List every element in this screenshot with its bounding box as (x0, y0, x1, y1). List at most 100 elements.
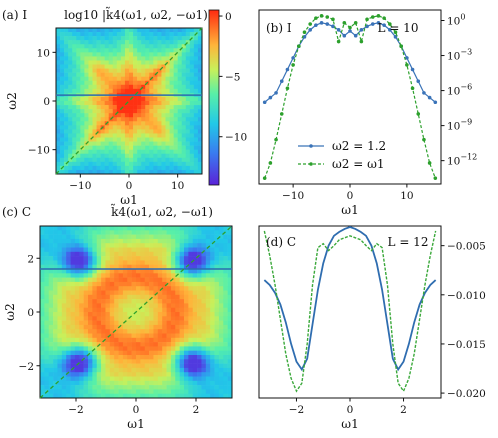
heatmap-cell (218, 260, 224, 265)
heatmap-cell (162, 355, 167, 360)
heatmap-cell (153, 40, 158, 45)
heatmap-cell (66, 264, 71, 270)
heatmap-cell (161, 28, 166, 33)
heatmap-cell (80, 80, 85, 86)
heatmap-cell (133, 117, 138, 122)
heatmap-cell (189, 149, 195, 155)
heatmap-cell (131, 320, 137, 326)
heatmap-cell (153, 117, 158, 122)
heatmap-cell (201, 264, 207, 270)
heatmap-cell (179, 393, 185, 399)
heatmap-cell (101, 307, 106, 313)
heatmap-cell (105, 273, 111, 278)
heatmap-cell (153, 145, 158, 150)
heatmap-cell (53, 281, 58, 287)
heatmap-cell (179, 299, 185, 304)
heatmap-cell (116, 60, 122, 65)
heatmap-cell (60, 133, 65, 138)
heatmap-cell (116, 157, 122, 163)
heatmap-cell (227, 273, 233, 278)
heatmap-cell (118, 359, 124, 364)
heatmap-cell (120, 125, 126, 130)
heatmap-cell (185, 161, 191, 167)
heatmap-cell (88, 281, 93, 287)
heatmap-cell (101, 273, 106, 278)
heatmap-cell (116, 64, 122, 69)
heatmap-cell (88, 251, 93, 257)
heatmap-cell (84, 105, 89, 110)
heatmap-cell (56, 125, 61, 130)
heatmap-cell (88, 286, 93, 291)
heatmap-cell (223, 269, 228, 274)
heatmap-cell (201, 234, 207, 240)
heatmap-cell (140, 226, 146, 231)
heatmap-cell (173, 56, 178, 61)
heatmap-cell (40, 230, 45, 235)
heatmap-cell (153, 88, 158, 94)
heatmap-cell (124, 105, 130, 110)
heatmap-cell (131, 333, 137, 339)
heatmap-cell (140, 251, 146, 257)
heatmap-cell (136, 277, 141, 283)
heatmap-cell (205, 376, 211, 382)
heatmap-cell (116, 169, 122, 175)
heatmap-cell (149, 137, 154, 142)
heatmap-cell (133, 161, 138, 167)
heatmap-cell (161, 145, 166, 150)
heatmap-cell (57, 299, 63, 304)
heatmap-cell (48, 367, 54, 373)
heatmap-cell (193, 157, 199, 163)
heatmap-cell (184, 277, 189, 283)
heatmap-cell (109, 264, 115, 270)
heatmap-cell (193, 56, 199, 61)
heatmap-cell (122, 238, 128, 244)
heatmap-cell (161, 80, 166, 86)
heatmap-cell (169, 129, 174, 134)
heatmap-cell (166, 367, 172, 373)
heatmap-cell (96, 80, 101, 86)
heatmap-cell (118, 286, 124, 291)
heatmap-cell (227, 320, 233, 326)
heatmap-cell (60, 88, 65, 94)
heatmap-cell (140, 230, 146, 235)
heatmap-cell (101, 342, 106, 347)
heatmap-cell (177, 52, 183, 57)
heatmap-cell (189, 101, 195, 106)
y-tick-label: −0.015 (447, 339, 486, 351)
heatmap-cell (197, 367, 202, 373)
heatmap-cell (114, 251, 119, 257)
heatmap-cell (48, 303, 54, 308)
heatmap-cell (80, 129, 85, 134)
heatmap-cell (157, 60, 162, 65)
heatmap-cell (114, 273, 119, 278)
heatmap-cell (96, 372, 102, 377)
heatmap-cell (108, 165, 114, 171)
heatmap-cell (223, 350, 228, 356)
heatmap-cell (68, 161, 73, 167)
heatmap-cell (136, 290, 141, 296)
heatmap-cell (141, 157, 146, 163)
heatmap-cell (48, 389, 54, 394)
heatmap-cell (170, 342, 176, 347)
heatmap-cell (197, 125, 203, 130)
heatmap-cell (218, 355, 224, 360)
heatmap-cell (112, 125, 118, 130)
heatmap-cell (109, 234, 115, 240)
heatmap-cell (188, 230, 194, 235)
heatmap-cell (122, 385, 128, 390)
heatmap-cell (210, 376, 215, 382)
heatmap-cell (84, 149, 89, 155)
heatmap-cell (214, 350, 220, 356)
heatmap-cell (92, 256, 98, 261)
heatmap-cell (44, 350, 50, 356)
heatmap-cell (122, 316, 128, 321)
heatmap-cell (88, 72, 93, 77)
heatmap-cell (141, 60, 146, 65)
heatmap-cell (153, 238, 159, 244)
heatmap-cell (66, 243, 71, 248)
heatmap-cell (60, 153, 65, 159)
heatmap-cell (145, 84, 150, 90)
heatmap-cell (92, 243, 98, 248)
heatmap-cell (149, 234, 154, 240)
